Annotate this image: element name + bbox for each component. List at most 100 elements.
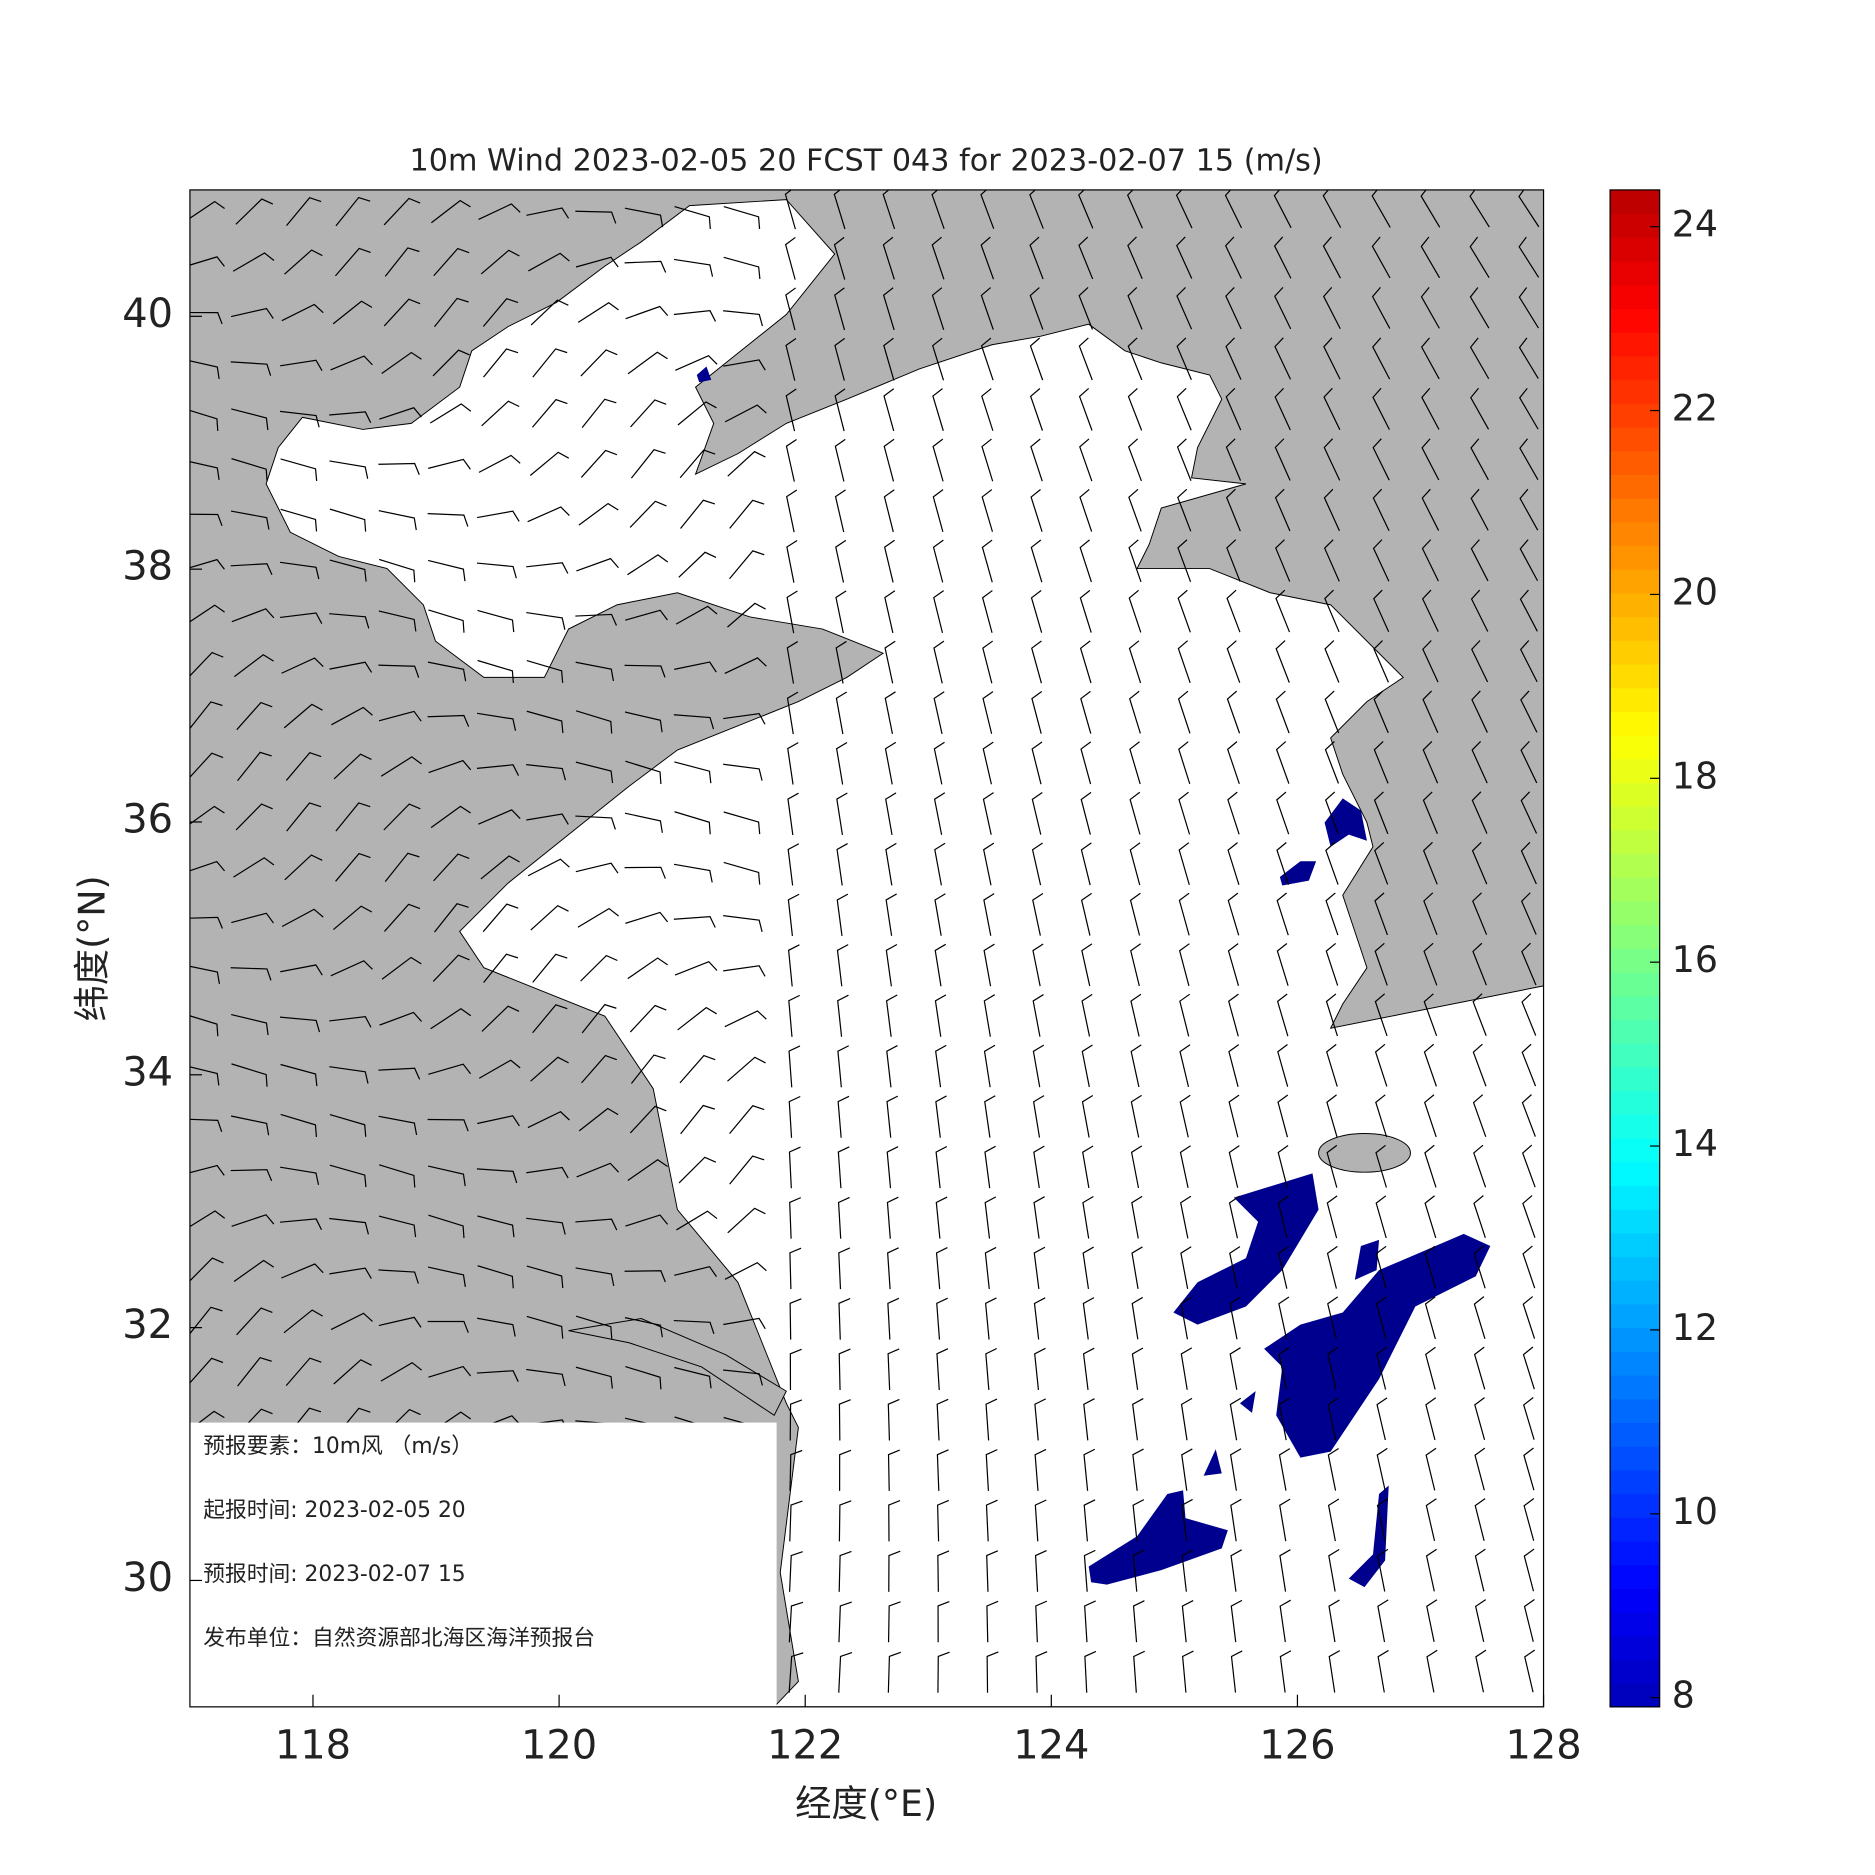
wind-barb xyxy=(482,297,519,327)
wind-barb xyxy=(526,1315,564,1339)
wind-barb xyxy=(1034,1347,1046,1391)
wind-barb xyxy=(1375,1245,1387,1289)
wind-barb xyxy=(932,438,944,482)
wind-barb xyxy=(1523,1447,1535,1491)
wind-barb xyxy=(1324,690,1340,734)
wind-barb xyxy=(624,207,664,228)
wind-barb xyxy=(329,1066,369,1084)
wind-barb xyxy=(189,860,226,872)
y-axis-label: 纬度(°N) xyxy=(70,875,113,1021)
wind-barb xyxy=(189,752,224,779)
colorbar-band xyxy=(1610,1564,1660,1589)
wind-barb xyxy=(1279,1498,1291,1542)
wind-barb xyxy=(836,944,849,987)
wind-barb xyxy=(833,236,846,280)
wind-barb xyxy=(1126,189,1143,229)
wind-barb xyxy=(1376,1498,1388,1542)
wind-barb xyxy=(723,1369,763,1386)
wind-barb xyxy=(887,1297,900,1340)
wind-barb xyxy=(434,902,469,933)
wind-barb xyxy=(838,1297,851,1340)
wind-barb xyxy=(1128,539,1142,583)
wind-barb xyxy=(1474,1447,1486,1491)
y-tick-label: 36 xyxy=(122,796,173,842)
wind-barb xyxy=(330,960,373,977)
wind-barb xyxy=(1522,1346,1535,1390)
wind-barb xyxy=(526,611,566,630)
wind-barb xyxy=(1084,1650,1097,1693)
wind-barb xyxy=(1080,741,1092,785)
wind-barb xyxy=(680,499,716,529)
wind-barb xyxy=(1133,1650,1145,1693)
info-line: 预报时间: 2023-02-07 15 xyxy=(203,1562,465,1587)
wind-barb xyxy=(1469,337,1490,380)
wind-barb xyxy=(627,957,668,980)
wind-barb xyxy=(1131,1195,1143,1239)
wind-barb xyxy=(887,1247,899,1290)
wind-barb xyxy=(576,1162,620,1178)
wind-barb xyxy=(786,691,799,735)
wind-barb xyxy=(280,561,320,580)
wind-barb xyxy=(887,1348,900,1391)
wind-barb xyxy=(284,854,323,881)
wind-barb xyxy=(1227,842,1240,885)
wind-barb xyxy=(882,189,896,230)
wind-barb xyxy=(727,450,766,477)
wind-barb xyxy=(887,1601,901,1643)
wind-barb xyxy=(482,903,519,933)
colorbar-tick-label: 16 xyxy=(1672,938,1718,981)
wind-barb xyxy=(723,861,761,885)
wind-barb xyxy=(1326,1043,1338,1087)
wind-barb xyxy=(1177,589,1191,633)
wind-barb xyxy=(937,1600,950,1643)
wind-barb xyxy=(1425,1548,1437,1592)
wind-barb xyxy=(428,609,465,633)
x-tick-label: 126 xyxy=(1259,1722,1335,1768)
wind-barb xyxy=(1082,1246,1094,1290)
wind-barb xyxy=(481,400,520,427)
wind-barb xyxy=(1079,438,1093,482)
info-line: 发布单位：自然资源部北海区海洋预报台 xyxy=(203,1626,595,1651)
wind-barb xyxy=(529,451,570,476)
wind-barb xyxy=(982,741,994,785)
wind-barb xyxy=(330,1312,373,1331)
wind-barb xyxy=(1132,1549,1145,1592)
wind-barb xyxy=(1226,539,1241,582)
wind-barb xyxy=(280,1063,318,1087)
wind-barb xyxy=(788,1601,804,1643)
wind-barb xyxy=(1079,640,1092,684)
wind-barb xyxy=(985,1499,998,1542)
wind-barb xyxy=(887,1398,900,1441)
wind-barb xyxy=(428,1214,465,1239)
wind-barb xyxy=(885,994,898,1037)
wind-barb xyxy=(1469,189,1490,228)
wind-barb xyxy=(787,893,800,937)
wind-barb xyxy=(934,994,947,1037)
wind-barb xyxy=(476,1370,519,1382)
wind-barb xyxy=(624,866,666,879)
wind-barb xyxy=(383,197,421,226)
colorbar-band xyxy=(1610,1019,1660,1044)
wind-barb xyxy=(1031,640,1043,684)
wind-barb xyxy=(433,247,470,277)
wind-barb xyxy=(1127,287,1143,330)
wind-barb xyxy=(1132,1600,1145,1643)
wind-barb xyxy=(838,1550,852,1592)
colorbar-band xyxy=(1610,284,1660,310)
colorbar-band xyxy=(1610,379,1660,404)
wind-barb xyxy=(230,361,272,376)
wind-barb xyxy=(986,1550,999,1592)
wind-barb xyxy=(1326,1245,1338,1289)
wind-barb xyxy=(427,661,467,682)
colorbar-band xyxy=(1610,355,1660,381)
wind-barb xyxy=(1078,189,1094,229)
wind-barb xyxy=(675,605,718,625)
wind-barb xyxy=(189,805,225,825)
wind-barb xyxy=(1423,892,1438,936)
wind-barb xyxy=(984,1145,996,1189)
wind-barb xyxy=(723,256,761,280)
wind-barb xyxy=(931,236,945,280)
colorbar-band xyxy=(1610,545,1660,570)
wind-barb xyxy=(526,1265,564,1289)
wind-barb xyxy=(189,701,223,730)
